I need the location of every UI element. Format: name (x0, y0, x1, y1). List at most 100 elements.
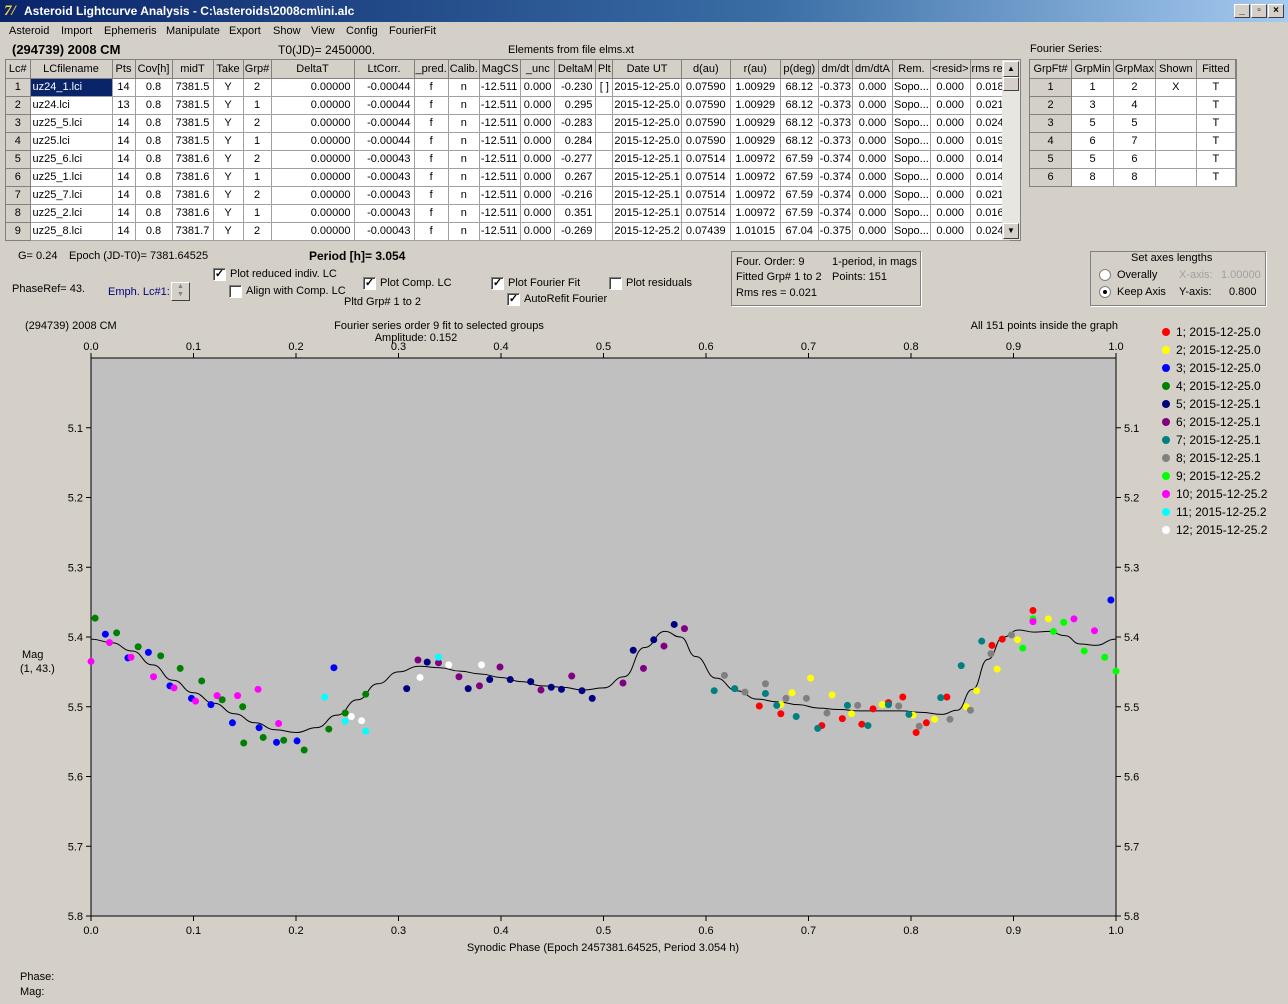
table-cell[interactable]: 3 (1071, 96, 1114, 115)
row-number-cell[interactable]: 5 (1030, 150, 1073, 169)
table-cell[interactable]: 0.8 (135, 78, 173, 97)
table-cell[interactable]: 8 (1071, 168, 1114, 187)
table-cell[interactable]: 7381.5 (172, 96, 214, 115)
table-cell[interactable]: 0.000 (930, 114, 971, 133)
plot-fourier-checkbox[interactable]: ✓ (491, 277, 504, 290)
table-cell[interactable]: 0.00000 (271, 78, 355, 97)
table-row[interactable]: 9 uz25_8.lci 14 0.8 7381.7 Y 2 0.00000 -0.00043 f… (6, 222, 1011, 241)
table-cell[interactable]: 0.07590 (681, 78, 731, 97)
table-cell[interactable]: -0.00044 (354, 78, 415, 97)
col-header[interactable]: Take (213, 60, 244, 79)
table-cell[interactable]: 0.07590 (681, 114, 731, 133)
table-cell[interactable]: 0.8 (135, 186, 173, 205)
table-cell[interactable]: f (414, 114, 449, 133)
table-cell[interactable]: 7381.6 (172, 204, 214, 223)
table-cell[interactable]: 0.00000 (271, 114, 355, 133)
table-cell[interactable]: 0.00000 (271, 150, 355, 169)
col-header[interactable]: _unc (520, 60, 556, 79)
row-number-cell[interactable]: 2 (6, 96, 31, 115)
table-cell[interactable]: 0.00000 (271, 132, 355, 151)
table-cell[interactable]: 1.01015 (730, 222, 781, 241)
table-cell[interactable]: uz25_8.lci (30, 222, 113, 241)
col-header[interactable]: d(au) (681, 60, 731, 79)
table-cell[interactable]: 0.351 (554, 204, 597, 223)
plot-comp-checkbox[interactable]: ✓ (363, 277, 376, 290)
table-cell[interactable] (595, 96, 614, 115)
col-header[interactable]: p(deg) (780, 60, 819, 79)
table-cell[interactable]: Sopo... (892, 150, 931, 169)
table-cell[interactable]: 5 (1113, 114, 1157, 133)
table-cell[interactable]: -12.511 (479, 150, 522, 169)
table-cell[interactable]: f (414, 222, 449, 241)
menu-import[interactable]: Import (61, 25, 93, 37)
table-cell[interactable]: uz25_2.lci (30, 204, 113, 223)
scroll-thumb[interactable] (1003, 77, 1019, 91)
col-header[interactable]: DeltaT (271, 60, 355, 79)
table-cell[interactable]: 7381.7 (172, 222, 214, 241)
scroll-up-icon[interactable]: ▲ (1003, 61, 1019, 77)
table-cell[interactable]: 0.00000 (271, 168, 355, 187)
table-cell[interactable]: 1 (243, 168, 272, 187)
table-cell[interactable] (595, 114, 614, 133)
table-cell[interactable]: 7381.5 (172, 78, 214, 97)
table-cell[interactable]: 0.000 (852, 150, 893, 169)
table-cell[interactable]: Y (213, 132, 244, 151)
table-cell[interactable]: 0.000 (930, 168, 971, 187)
autorefit-checkbox[interactable]: ✓ (507, 293, 520, 306)
table-cell[interactable]: 0.00000 (271, 96, 355, 115)
table-cell[interactable]: 0.000 (520, 114, 556, 133)
table-cell[interactable]: 0.8 (135, 150, 173, 169)
table-cell[interactable]: f (414, 150, 449, 169)
table-cell[interactable]: 0.07514 (681, 186, 731, 205)
table-cell[interactable]: 0.021 (970, 186, 1011, 205)
menu-ephemeris[interactable]: Ephemeris (104, 25, 157, 37)
table-cell[interactable]: 2015-12-25.0 (612, 96, 682, 115)
table-cell[interactable]: 0.019 (970, 132, 1011, 151)
table-cell[interactable] (595, 186, 614, 205)
table-cell[interactable]: 68.12 (780, 114, 819, 133)
table-cell[interactable]: 0.014 (970, 168, 1011, 187)
table-cell[interactable]: -0.00043 (354, 186, 415, 205)
table-cell[interactable]: 13 (112, 96, 136, 115)
table-cell[interactable]: 7381.6 (172, 186, 214, 205)
table-cell[interactable]: 67.59 (780, 204, 819, 223)
overally-radio[interactable] (1099, 269, 1111, 281)
table-cell[interactable]: 0.000 (852, 132, 893, 151)
col-header[interactable]: Date UT (612, 60, 682, 79)
row-number-cell[interactable]: 7 (6, 186, 31, 205)
table-cell[interactable]: uz24.lci (30, 96, 113, 115)
table-cell[interactable]: Y (213, 96, 244, 115)
table-cell[interactable]: f (414, 204, 449, 223)
table-cell[interactable]: Sopo... (892, 96, 931, 115)
table-cell[interactable]: Y (213, 78, 244, 97)
table-cell[interactable]: Sopo... (892, 186, 931, 205)
col-header[interactable]: dm/dtA (852, 60, 893, 79)
table-cell[interactable]: -12.511 (479, 222, 522, 241)
table-cell[interactable]: -0.216 (554, 186, 597, 205)
col-header[interactable]: Rem. (892, 60, 931, 79)
menu-show[interactable]: Show (273, 25, 301, 37)
table-cell[interactable]: 0.267 (554, 168, 597, 187)
table-cell[interactable]: -0.00044 (354, 96, 415, 115)
table-cell[interactable]: -0.373 (818, 114, 853, 133)
table-cell[interactable]: T (1196, 78, 1237, 97)
table-cell[interactable]: 0.000 (520, 96, 556, 115)
table-cell[interactable]: 0.07439 (681, 222, 731, 241)
table-cell[interactable]: 0.00000 (271, 204, 355, 223)
table-cell[interactable]: 0.000 (852, 96, 893, 115)
table-cell[interactable]: n (448, 78, 480, 97)
table-cell[interactable]: 8 (1113, 168, 1157, 187)
table-cell[interactable]: 0.284 (554, 132, 597, 151)
menu-export[interactable]: Export (229, 25, 261, 37)
table-cell[interactable]: -0.00043 (354, 168, 415, 187)
table-cell[interactable]: 68.12 (780, 132, 819, 151)
col-header[interactable]: MagCS (479, 60, 522, 79)
table-cell[interactable]: -0.374 (818, 168, 853, 187)
xaxis-value[interactable]: 1.00000 (1221, 269, 1261, 281)
table-cell[interactable]: 0.00000 (271, 222, 355, 241)
table-cell[interactable]: n (448, 132, 480, 151)
table-cell[interactable]: 0.016 (970, 204, 1011, 223)
table-cell[interactable]: 0.000 (520, 222, 556, 241)
